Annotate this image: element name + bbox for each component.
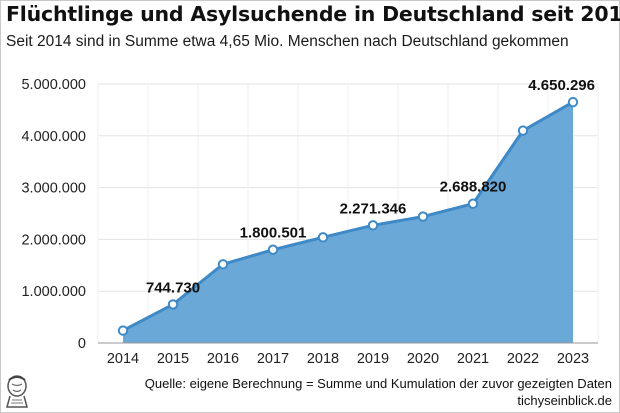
publisher-logo (4, 374, 30, 413)
y-tick-label: 5.000.000 (21, 77, 86, 93)
x-tick-label: 2021 (457, 351, 489, 367)
y-tick-label: 4.000.000 (21, 129, 86, 145)
data-point (467, 198, 479, 209)
x-tick-label: 2022 (507, 351, 539, 367)
data-label: 2.271.346 (340, 200, 407, 217)
chart-title: Flüchtlinge und Asylsuchende in Deutschl… (6, 2, 620, 26)
data-point (367, 220, 379, 231)
x-tick-label: 2019 (357, 351, 389, 367)
y-tick-label: 0 (78, 336, 86, 352)
data-point (117, 325, 129, 336)
x-tick-label: 2020 (407, 351, 439, 367)
data-label: 1.800.501 (240, 225, 307, 242)
y-tick-label: 3.000.000 (21, 181, 86, 197)
data-point (267, 244, 279, 255)
x-tick-label: 2023 (557, 351, 589, 367)
data-point (567, 96, 579, 108)
chart-subtitle: Seit 2014 sind in Summe etwa 4,65 Mio. M… (6, 33, 569, 50)
x-tick-label: 2016 (207, 351, 239, 367)
data-point (167, 299, 179, 310)
data-label: 744.730 (146, 279, 200, 296)
site-name: tichyseinblick.de (517, 393, 612, 408)
x-tick-label: 2014 (107, 351, 139, 367)
data-point (417, 211, 429, 222)
data-point (217, 259, 229, 270)
data-point (517, 125, 529, 136)
data-point (317, 232, 329, 243)
y-tick-label: 2.000.000 (21, 232, 86, 248)
x-tick-label: 2015 (157, 351, 189, 367)
data-label: 2.688.820 (440, 179, 507, 196)
y-tick-label: 1.000.000 (21, 284, 86, 300)
x-tick-label: 2018 (307, 351, 339, 367)
x-tick-label: 2017 (257, 351, 289, 367)
series-line (122, 100, 574, 332)
area-fill (123, 102, 573, 343)
source-note: Quelle: eigene Berechnung = Summe und Ku… (144, 376, 612, 391)
data-label: 4.650.296 (528, 77, 595, 94)
